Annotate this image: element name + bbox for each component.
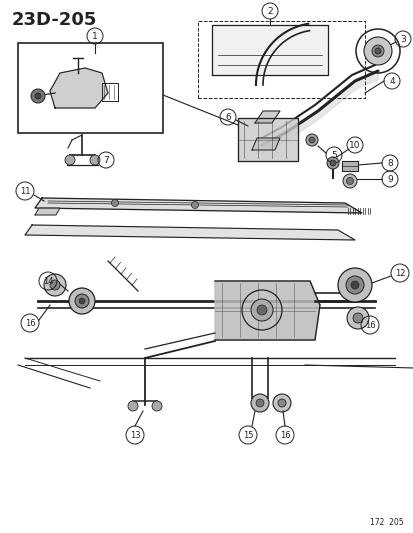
Polygon shape (214, 281, 319, 340)
Circle shape (250, 299, 272, 321)
Polygon shape (237, 118, 297, 161)
Text: 4: 4 (388, 77, 394, 85)
Circle shape (272, 394, 290, 412)
Circle shape (308, 137, 314, 143)
Circle shape (90, 155, 100, 165)
Circle shape (256, 305, 266, 315)
Text: 3: 3 (399, 35, 405, 44)
Text: 16: 16 (279, 431, 290, 440)
Circle shape (255, 399, 263, 407)
Polygon shape (35, 208, 60, 215)
Text: 15: 15 (242, 431, 253, 440)
Circle shape (69, 288, 95, 314)
Circle shape (345, 276, 363, 294)
Text: 23D-205: 23D-205 (12, 11, 97, 29)
Circle shape (128, 401, 138, 411)
Polygon shape (25, 225, 354, 240)
Circle shape (363, 37, 391, 65)
Text: 11: 11 (20, 187, 30, 196)
Polygon shape (254, 111, 279, 123)
FancyBboxPatch shape (18, 43, 163, 133)
Text: 14: 14 (43, 277, 53, 286)
Text: 2: 2 (266, 6, 272, 15)
Circle shape (250, 394, 268, 412)
Circle shape (342, 174, 356, 188)
Circle shape (329, 160, 335, 166)
Circle shape (65, 155, 75, 165)
Circle shape (346, 177, 353, 184)
Text: 16: 16 (364, 320, 375, 329)
Polygon shape (252, 138, 279, 150)
Circle shape (277, 399, 285, 407)
Polygon shape (341, 161, 357, 171)
Text: 12: 12 (394, 269, 404, 278)
Circle shape (35, 93, 41, 99)
Text: 9: 9 (386, 174, 392, 183)
Circle shape (374, 48, 380, 54)
Text: 10: 10 (349, 141, 360, 149)
Polygon shape (50, 68, 108, 108)
Text: 6: 6 (225, 112, 230, 122)
Circle shape (31, 89, 45, 103)
Circle shape (44, 274, 66, 296)
Text: 13: 13 (129, 431, 140, 440)
Text: 172  205: 172 205 (370, 518, 403, 527)
Circle shape (346, 307, 368, 329)
Circle shape (326, 157, 338, 169)
Circle shape (75, 294, 89, 308)
Circle shape (191, 201, 198, 208)
Circle shape (352, 313, 362, 323)
Circle shape (50, 280, 60, 290)
Polygon shape (35, 198, 361, 213)
Circle shape (305, 134, 317, 146)
Text: 5: 5 (330, 150, 336, 159)
Text: 8: 8 (386, 158, 392, 167)
Text: 7: 7 (103, 156, 109, 165)
Circle shape (371, 45, 383, 57)
Circle shape (79, 298, 85, 304)
Circle shape (350, 281, 358, 289)
Circle shape (111, 199, 118, 206)
Circle shape (152, 401, 161, 411)
Text: 16: 16 (25, 319, 35, 327)
Text: 1: 1 (92, 31, 97, 41)
Circle shape (337, 268, 371, 302)
Polygon shape (211, 25, 327, 75)
